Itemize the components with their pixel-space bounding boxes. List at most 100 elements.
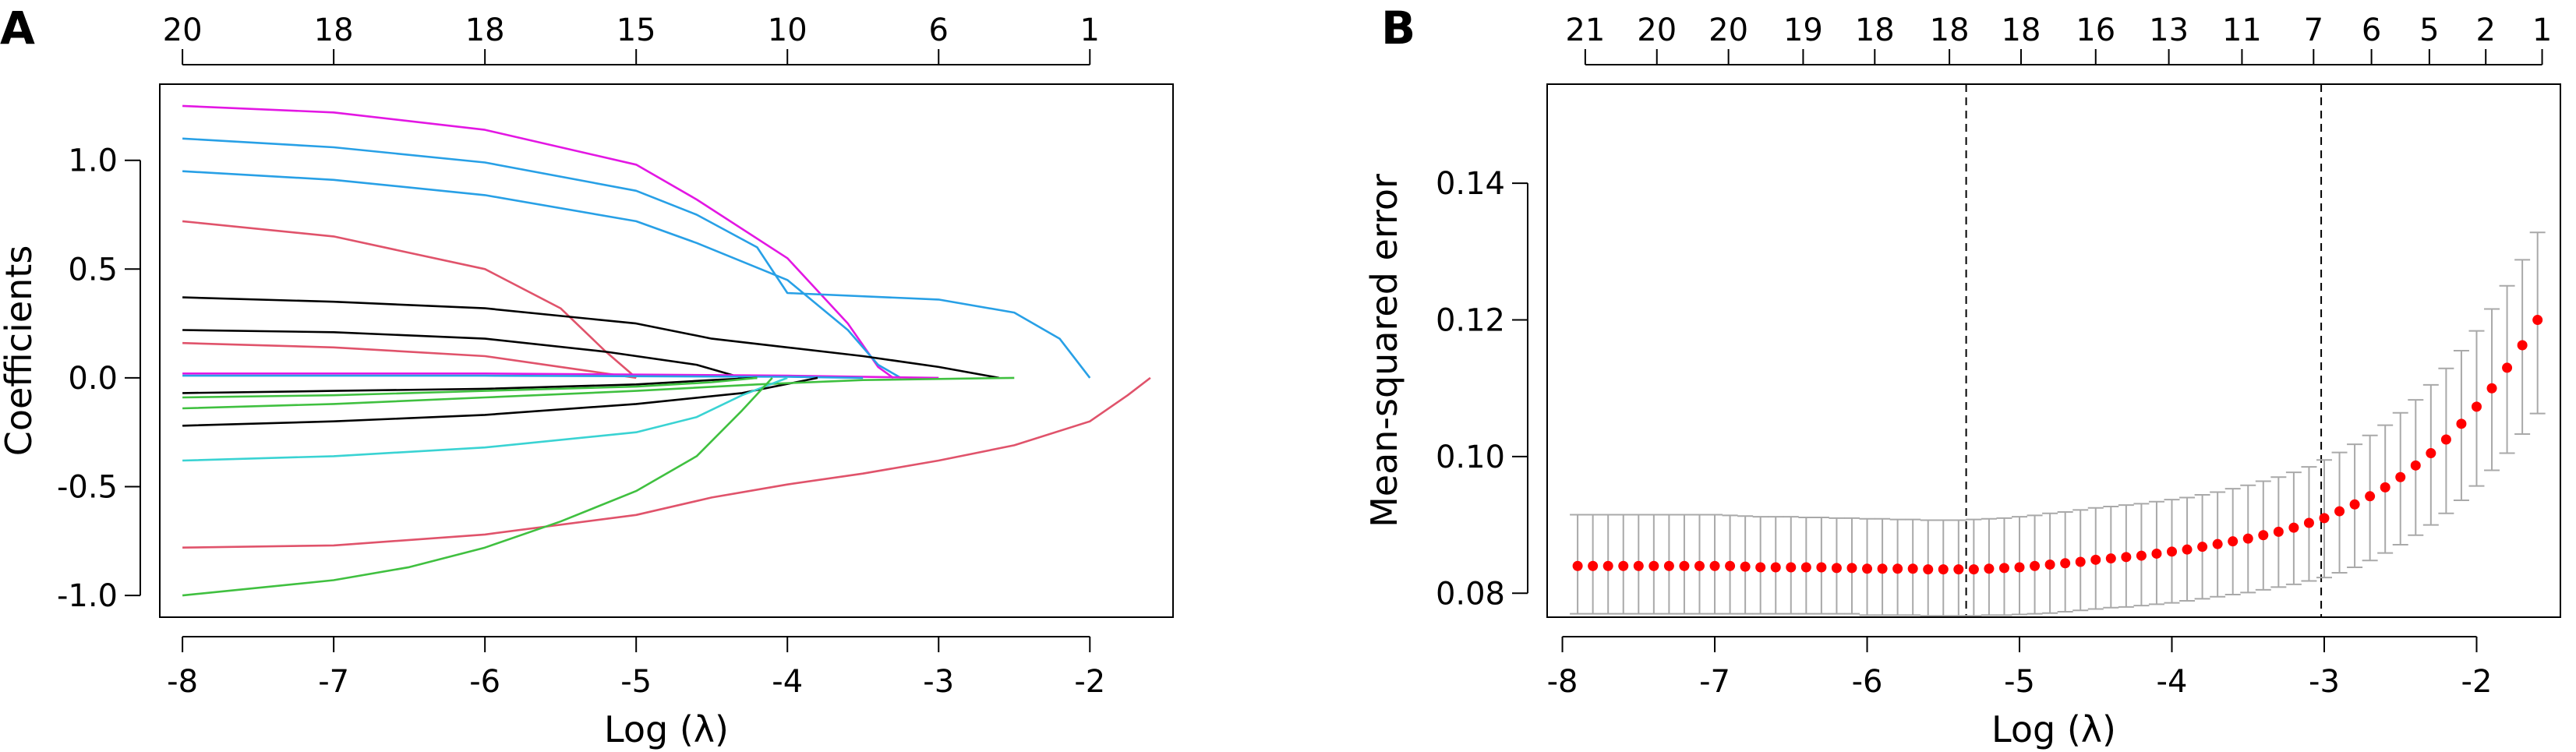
mse-point — [1800, 562, 1811, 573]
panel-a-x-tick-label: -8 — [167, 664, 198, 700]
mse-point — [2014, 562, 2025, 573]
panel-b-error-bars — [1570, 231, 2546, 617]
panel-a-top-tick-label: 18 — [465, 12, 505, 48]
panel-b-reference-lines — [1965, 84, 2323, 617]
mse-point — [2410, 460, 2421, 471]
panel-b-y-axis: 0.08 0.10 0.12 0.14 — [1436, 166, 1528, 612]
mse-point — [1648, 560, 1659, 571]
panel-a-plot-frame — [159, 83, 1174, 618]
panel-b-top-tick-label: 7 — [2304, 12, 2323, 48]
panel-b: B -8 -7 -6 -5 -4 -3 -2 0.080.100.120.14 21 20 20… — [1363, 2, 2561, 750]
mse-point — [2334, 506, 2345, 517]
panel-b-top-tick-label: 21 — [1565, 12, 1605, 48]
panel-b-top-tick-label: 16 — [2076, 12, 2115, 48]
panel-b-x-tick-label: -4 — [2157, 664, 2188, 700]
coefficient-path-12 — [182, 376, 1015, 410]
mse-point — [1953, 564, 1964, 575]
panel-b-letter: B — [1381, 2, 1415, 55]
mse-point — [1588, 560, 1599, 571]
coefficient-path-5 — [182, 296, 1000, 380]
mse-point — [1831, 563, 1842, 574]
mse-point — [1862, 563, 1873, 574]
panel-b-x-tick-label: -7 — [1699, 664, 1730, 700]
panel-b-points — [1572, 315, 2543, 575]
mse-point — [1709, 560, 1720, 571]
panel-b-top-tick-label: 20 — [1708, 12, 1748, 48]
panel-b-top-tick-label: 18 — [1855, 12, 1895, 48]
mse-point — [1846, 563, 1857, 574]
panel-a-top-tick-label: 15 — [617, 12, 656, 48]
mse-point — [2197, 542, 2208, 553]
panel-a-top-tick-label: 1 — [1080, 12, 1100, 48]
mse-point — [2349, 499, 2360, 510]
coefficient-path-14 — [182, 376, 788, 462]
mse-point — [2060, 558, 2071, 569]
panel-b-top-tick-label: 6 — [2362, 12, 2381, 48]
mse-point — [2486, 383, 2497, 394]
mse-point — [1984, 563, 1995, 574]
panel-a-x-tick-label: -2 — [1074, 664, 1105, 700]
mse-point — [1938, 564, 1949, 575]
panel-a-y-tick-label: 0.5 — [68, 252, 118, 288]
mse-point — [2182, 544, 2193, 555]
coefficient-path-1 — [182, 104, 894, 379]
mse-point — [2380, 482, 2390, 493]
coefficient-path-6 — [182, 329, 743, 380]
mse-point — [2228, 536, 2239, 547]
mse-point — [1633, 560, 1644, 571]
panel-b-x-tick-label: -3 — [2309, 664, 2340, 700]
mse-point — [2075, 556, 2086, 567]
mse-point — [2273, 526, 2284, 537]
coefficient-path-13 — [182, 376, 758, 399]
panel-b-top-tick-label: 1 — [2532, 12, 2552, 48]
panel-a-top-tick-label: 6 — [929, 12, 949, 48]
panel-a-y-tick-label: 1.0 — [68, 143, 118, 179]
mse-point — [1998, 563, 2009, 574]
panel-b-y-tick-label: 0.10 — [1436, 440, 1505, 475]
mse-point — [1618, 560, 1629, 571]
mse-point — [2426, 448, 2436, 459]
panel-a-y-tick-label: 0.0 — [68, 361, 118, 397]
panel-a-x-axis-label: Log (λ) — [604, 708, 729, 750]
panel-b-x-axis: -8 -7 -6 -5 -4 -3 -2 — [1547, 636, 2492, 700]
panel-b-top-tick-label: 18 — [1930, 12, 1970, 48]
panel-b-y-axis-label: Mean-squared error — [1363, 174, 1405, 528]
mse-point — [1740, 561, 1751, 572]
mse-point — [1907, 563, 1918, 574]
mse-point — [2212, 538, 2223, 549]
panel-b-top-tick-label: 18 — [2002, 12, 2041, 48]
mse-point — [1755, 562, 1766, 573]
mse-point — [2151, 548, 2162, 559]
mse-point — [2242, 533, 2253, 544]
mse-point — [1694, 560, 1705, 571]
panel-b-x-tick-label: -6 — [1852, 664, 1883, 700]
panel-a-x-tick-label: -4 — [772, 664, 803, 700]
mse-point — [1725, 560, 1736, 571]
mse-point — [2532, 315, 2543, 326]
mse-point — [2121, 552, 2132, 563]
panel-b-x-axis-label: Log (λ) — [1991, 708, 2116, 750]
panel-a-top-tick-label: 18 — [314, 12, 354, 48]
panel-a-x-tick-label: -6 — [469, 664, 500, 700]
coefficient-path-4 — [182, 220, 638, 379]
panel-b-top-tick-label: 2 — [2475, 12, 2495, 48]
panel-a-x-axis: -8 -7 -6 -5 -4 -3 -2 — [167, 636, 1105, 700]
mse-point — [1923, 564, 1934, 575]
panel-b-top-tick-label: 11 — [2222, 12, 2262, 48]
coefficient-path-10 — [182, 376, 758, 394]
mse-point — [2288, 522, 2299, 533]
panel-a-top-axis: 20 18 18 15 10 6 1 — [163, 12, 1100, 65]
mse-point — [2090, 554, 2101, 565]
mse-point — [2502, 362, 2513, 373]
panel-a-y-axis: -1.0 -0.5 0.0 0.5 1.0 — [57, 143, 141, 614]
mse-point — [2456, 418, 2467, 429]
coefficient-path-3 — [182, 170, 902, 380]
panel-a-top-tick-label: 20 — [163, 12, 203, 48]
coefficient-path-16 — [182, 377, 773, 597]
panel-a-y-tick-label: -0.5 — [57, 469, 118, 505]
mse-point — [1892, 563, 1903, 574]
mse-point — [2395, 471, 2406, 482]
mse-point — [2517, 340, 2528, 351]
panel-a-top-tick-label: 10 — [768, 12, 807, 48]
